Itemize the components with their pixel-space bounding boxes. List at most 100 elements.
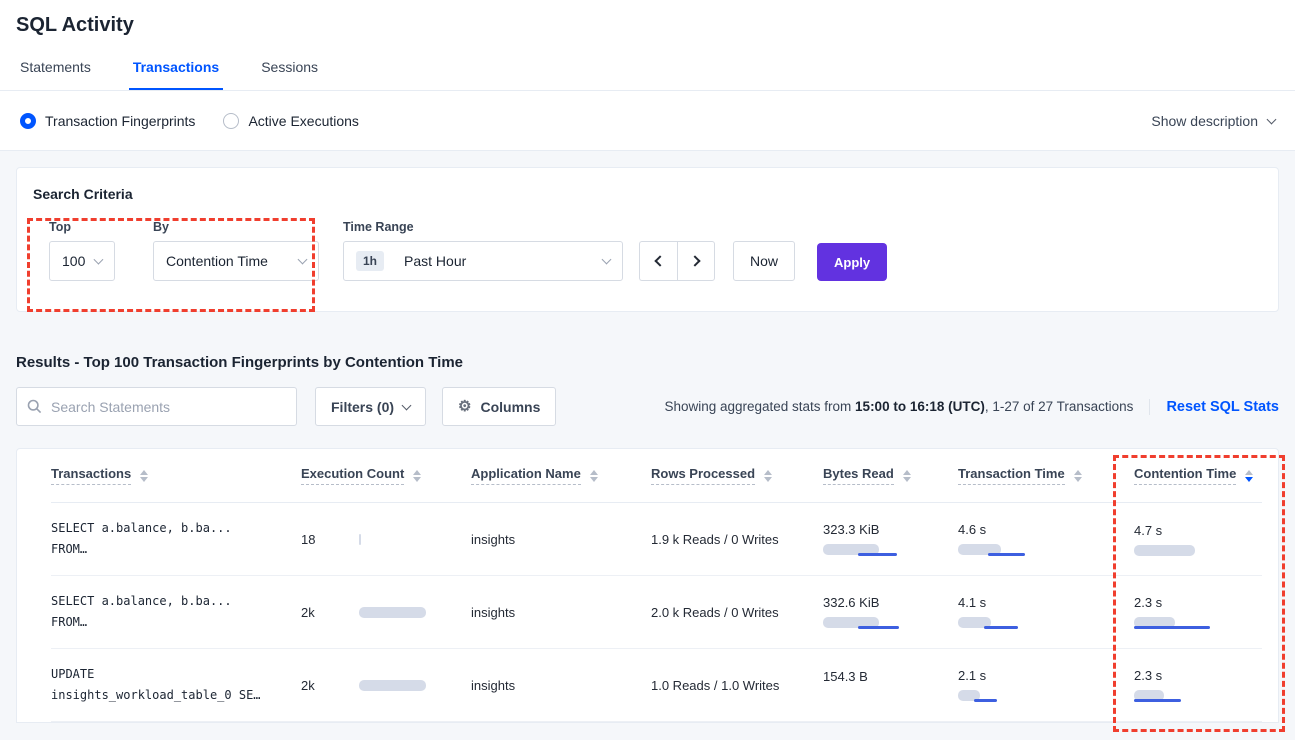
table-row: UPDATE insights_workload_table_0 SE… 2k … [51,649,1262,722]
columns-button[interactable]: ⚙ Columns [442,387,557,426]
execution-count-bar [359,679,437,691]
sort-icon[interactable] [589,469,598,482]
search-icon [27,399,42,414]
filters-label: Filters (0) [331,398,395,415]
chevron-left-icon [654,255,666,267]
contention-time-cell: 2.3 s [1134,595,1262,629]
column-header-bytes-read[interactable]: Bytes Read [823,466,958,485]
transaction-fingerprint-link[interactable]: SELECT a.balance, b.ba... FROM… [51,594,232,629]
search-criteria-panel: Search Criteria Top 100 By Contention Ti… [16,167,1279,312]
radio-label: Transaction Fingerprints [45,112,196,129]
view-radio-group: Transaction Fingerprints Active Executio… [20,112,359,129]
radio-transaction-fingerprints[interactable]: Transaction Fingerprints [20,112,196,129]
page-title: SQL Activity [16,14,134,36]
table-row: SELECT a.balance, b.ba... FROM… 2k insig… [51,576,1262,649]
view-toggle-bar: Transaction Fingerprints Active Executio… [0,91,1295,151]
transaction-time-cell: 4.6 s [958,522,1134,556]
rows-processed-cell: 1.9 k Reads / 0 Writes [651,531,779,547]
radio-active-executions[interactable]: Active Executions [223,112,359,129]
time-range-label: Time Range [343,220,414,234]
contention-time-bar [1134,617,1212,629]
application-name-cell: insights [471,677,516,693]
next-range-button[interactable] [677,241,715,281]
reset-sql-stats-link[interactable]: Reset SQL Stats [1149,398,1279,415]
execution-count-bar [359,533,437,545]
sort-icon[interactable] [140,469,149,482]
show-description-toggle[interactable]: Show description [1151,112,1277,129]
column-header-execution-count[interactable]: Execution Count [301,466,471,485]
results-toolbar: Filters (0) ⚙ Columns Showing aggregated… [16,387,1279,426]
column-header-transactions[interactable]: Transactions [51,466,301,485]
search-criteria-form: Top 100 By Contention Time Time Range 1h… [33,220,1262,281]
execution-count-cell: 18 [301,532,471,547]
top-label: Top [49,220,71,234]
now-button[interactable]: Now [733,241,796,281]
contention-time-bar [1134,544,1212,556]
execution-count-cell: 2k [301,605,471,620]
column-header-rows-processed[interactable]: Rows Processed [651,466,823,485]
top-select-value: 100 [62,253,86,269]
top-field: Top 100 [49,220,115,281]
transaction-fingerprint-link[interactable]: UPDATE insights_workload_table_0 SE… [51,667,261,702]
apply-button[interactable]: Apply [817,243,888,281]
application-name-cell: insights [471,531,516,547]
sort-icon[interactable] [413,469,422,482]
chevron-down-icon [297,254,308,265]
previous-range-button[interactable] [639,241,677,281]
time-range-pager [639,241,715,281]
bytes-read-bar [823,617,901,629]
by-label: By [153,220,169,234]
top-select[interactable]: 100 [49,241,115,281]
column-header-transaction-time[interactable]: Transaction Time [958,466,1134,485]
bytes-read-cell: 154.3 B [823,668,868,684]
sort-icon-active[interactable] [1245,469,1254,482]
application-name-cell: insights [471,604,516,620]
results-heading: Results - Top 100 Transaction Fingerprin… [16,354,464,371]
tab-bar: Statements Transactions Sessions [0,59,1295,91]
table-header-row: Transactions Execution Count Application… [51,449,1262,503]
time-range-field: Time Range 1h Past Hour [343,220,623,281]
column-header-application-name[interactable]: Application Name [471,466,651,485]
table-row: SELECT a.balance, b.ba... FROM… 18 insig… [51,503,1262,576]
execution-count-cell: 2k [301,678,471,693]
time-range-badge: 1h [356,251,385,271]
tab-sessions[interactable]: Sessions [261,59,319,75]
radio-selected-icon [20,112,36,129]
contention-time-bar [1134,690,1212,702]
search-statements-input[interactable] [16,387,297,426]
transaction-fingerprint-link[interactable]: SELECT a.balance, b.ba... FROM… [51,521,232,556]
bytes-read-cell: 332.6 KiB [823,595,958,629]
transaction-time-bar [958,690,1036,702]
chevron-down-icon [401,400,412,410]
search-statements-wrap [16,387,297,426]
chevron-right-icon [688,255,701,267]
by-select-value: Contention Time [166,253,268,269]
chevron-down-icon [93,254,104,265]
transaction-time-cell: 4.1 s [958,595,1134,629]
sort-icon[interactable] [902,469,911,482]
contention-time-cell: 4.7 s [1134,523,1262,556]
radio-label: Active Executions [248,112,359,129]
rows-processed-cell: 1.0 Reads / 1.0 Writes [651,677,780,693]
radio-unselected-icon [223,112,240,129]
filters-button[interactable]: Filters (0) [315,387,427,426]
chevron-down-icon [1266,114,1277,124]
bytes-read-cell: 323.3 KiB [823,522,958,556]
bytes-read-bar [823,544,901,556]
tab-transactions[interactable]: Transactions [128,59,224,90]
show-description-label: Show description [1151,112,1258,129]
sort-icon[interactable] [764,469,773,482]
transaction-time-cell: 2.1 s [958,668,1134,702]
column-header-contention-time[interactable]: Contention Time [1134,466,1262,485]
by-select[interactable]: Contention Time [153,241,319,281]
contention-time-cell: 2.3 s [1134,668,1262,702]
time-range-select[interactable]: 1h Past Hour [343,241,623,281]
transaction-time-bar [958,617,1036,629]
by-field: By Contention Time [153,220,319,281]
rows-processed-cell: 2.0 k Reads / 0 Writes [651,604,779,620]
sort-icon[interactable] [1073,469,1082,482]
columns-label: Columns [480,398,541,415]
chevron-down-icon [601,254,612,265]
tab-statements[interactable]: Statements [20,59,91,75]
stats-time-range: 15:00 to 16:18 (UTC) [855,399,985,414]
